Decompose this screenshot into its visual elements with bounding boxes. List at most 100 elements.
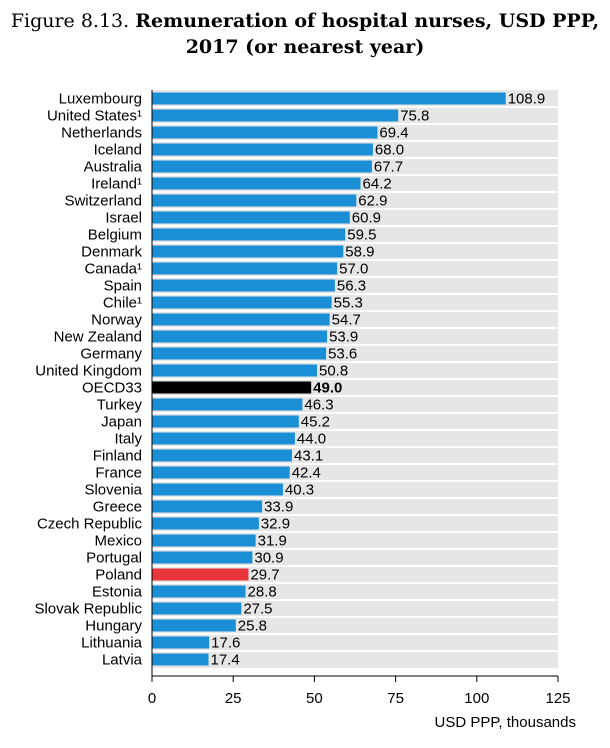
category-label: Hungary	[85, 618, 142, 635]
category-label: Israel	[105, 210, 142, 227]
bar-lithuania	[152, 636, 210, 649]
category-label: Czech Republic	[37, 516, 143, 533]
category-label: Slovak Republic	[34, 601, 142, 618]
category-label: Chile¹	[103, 295, 142, 312]
category-label: Belgium	[88, 227, 142, 244]
category-label: Poland	[95, 567, 142, 584]
category-label: Estonia	[92, 584, 143, 601]
bar-chile-	[152, 296, 332, 309]
x-tick-label: 75	[387, 690, 404, 707]
bar-mexico	[152, 534, 256, 547]
category-label: OECD33	[82, 380, 142, 397]
figure-number: Figure 8.13.	[10, 10, 130, 32]
category-label: Germany	[80, 346, 142, 363]
value-label: 29.7	[250, 567, 279, 584]
x-tick-label: 0	[148, 690, 156, 707]
bar-luxembourg	[152, 92, 506, 105]
value-label: 69.4	[379, 125, 408, 142]
x-axis-title: USD PPP, thousands	[435, 714, 576, 731]
category-label: Italy	[114, 431, 142, 448]
category-label: Switzerland	[64, 193, 142, 210]
value-label: 32.9	[261, 516, 290, 533]
category-label: Australia	[84, 159, 143, 176]
x-tick-label: 100	[464, 690, 489, 707]
bar-denmark	[152, 245, 344, 258]
bar-slovenia	[152, 483, 283, 496]
value-label: 49.0	[313, 380, 342, 397]
bar-czech-republic	[152, 517, 259, 530]
bar-switzerland	[152, 194, 357, 207]
category-label: Ireland¹	[91, 176, 142, 193]
value-label: 56.3	[337, 278, 366, 295]
value-label: 31.9	[258, 533, 287, 550]
value-label: 53.9	[329, 329, 358, 346]
value-label: 45.2	[301, 414, 330, 431]
x-tick-label: 50	[306, 690, 323, 707]
bar-united-states-	[152, 109, 399, 122]
bar-netherlands	[152, 126, 378, 139]
bar-italy	[152, 432, 295, 445]
category-label: Turkey	[97, 397, 143, 414]
category-label: Spain	[104, 278, 142, 295]
value-label: 64.2	[363, 176, 392, 193]
bar-belgium	[152, 228, 346, 241]
value-label: 59.5	[347, 227, 376, 244]
bar-norway	[152, 313, 330, 326]
bar-spain	[152, 279, 335, 292]
category-label: Iceland	[94, 142, 142, 159]
value-label: 40.3	[285, 482, 314, 499]
bar-france	[152, 466, 290, 479]
category-label: Denmark	[81, 244, 142, 261]
bar-japan	[152, 415, 299, 428]
value-label: 57.0	[339, 261, 368, 278]
bar-finland	[152, 449, 292, 462]
value-label: 28.8	[248, 584, 277, 601]
value-label: 58.9	[345, 244, 374, 261]
category-label: Mexico	[94, 533, 142, 550]
category-label: Latvia	[102, 652, 143, 669]
value-label: 68.0	[375, 142, 404, 159]
value-label: 53.6	[328, 346, 357, 363]
category-label: France	[95, 465, 142, 482]
category-label: United Kingdom	[35, 363, 142, 380]
value-label: 25.8	[238, 618, 267, 635]
bar-turkey	[152, 398, 303, 411]
value-label: 17.6	[211, 635, 240, 652]
value-label: 43.1	[294, 448, 323, 465]
x-tick-label: 25	[225, 690, 242, 707]
category-label: Canada¹	[84, 261, 142, 278]
category-label: Japan	[101, 414, 142, 431]
bar-latvia	[152, 653, 209, 666]
category-label: Slovenia	[84, 482, 142, 499]
value-label: 67.7	[374, 159, 403, 176]
value-label: 55.3	[334, 295, 363, 312]
value-label: 62.9	[358, 193, 387, 210]
category-label: New Zealand	[54, 329, 142, 346]
category-label: Portugal	[86, 550, 142, 567]
bar-portugal	[152, 551, 253, 564]
bar-israel	[152, 211, 350, 224]
bar-estonia	[152, 585, 246, 598]
bar-new-zealand	[152, 330, 328, 343]
bar-canada-	[152, 262, 338, 275]
value-label: 42.4	[292, 465, 321, 482]
category-label: Luxembourg	[59, 91, 142, 108]
bar-iceland	[152, 143, 373, 156]
value-label: 54.7	[332, 312, 361, 329]
value-label: 17.4	[211, 652, 240, 669]
category-label: Greece	[93, 499, 142, 516]
category-label: Lithuania	[81, 635, 143, 652]
value-label: 108.9	[508, 91, 546, 108]
bar-greece	[152, 500, 263, 513]
x-tick-label: 125	[545, 690, 570, 707]
bar-hungary	[152, 619, 236, 632]
bar-slovak-republic	[152, 602, 242, 615]
bar-poland	[152, 568, 249, 581]
value-label: 75.8	[400, 108, 429, 125]
bar-australia	[152, 160, 372, 173]
bar-united-kingdom	[152, 364, 317, 377]
bar-oecd33	[152, 381, 312, 394]
value-label: 30.9	[254, 550, 283, 567]
value-label: 33.9	[264, 499, 293, 516]
